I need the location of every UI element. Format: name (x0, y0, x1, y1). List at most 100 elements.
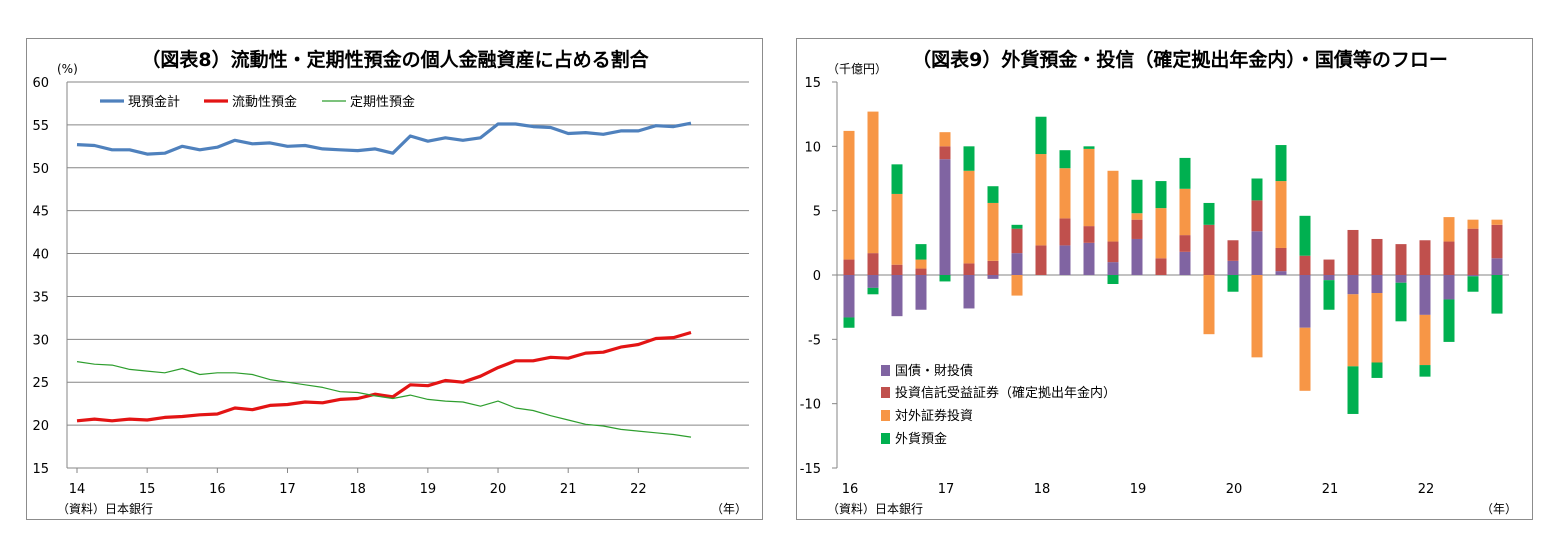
x-tick-label: 21 (560, 482, 577, 497)
bar-segment-3 (963, 170, 975, 264)
y-tick-label: 20 (32, 419, 49, 434)
bar-segment-2 (1371, 238, 1383, 275)
chart-title: （図表8）流動性・定期性預金の個人金融資産に占める割合 (141, 48, 649, 71)
bar-segment-4 (1011, 224, 1023, 229)
bar-segment-4 (1299, 215, 1311, 256)
bar-segment-4 (963, 146, 975, 171)
bar-segment-3 (915, 259, 927, 269)
bar-segment-2 (1059, 218, 1071, 246)
bar-segment-1 (1011, 253, 1023, 275)
bar-segment-1 (1251, 231, 1263, 275)
bar-segment-3 (1203, 275, 1215, 335)
y-axis-unit: (%) (57, 62, 78, 76)
x-tick-label: 17 (938, 482, 955, 497)
bar-segment-1 (1083, 242, 1095, 275)
bar-segment-1 (1275, 271, 1287, 275)
bar-segment-4 (1251, 178, 1263, 201)
y-tick-label: 30 (32, 333, 49, 348)
bar-segment-2 (1227, 240, 1239, 261)
y-tick-label: 25 (32, 376, 49, 391)
bar-segment-2 (891, 264, 903, 275)
series-line-1 (76, 121, 692, 156)
bar-segment-1 (939, 159, 951, 275)
legend-label: 国債・財投債 (895, 363, 973, 379)
legend-swatch (881, 365, 890, 376)
bar-segment-2 (1275, 247, 1287, 272)
bar-segment-2 (1419, 240, 1431, 275)
y-tick-label: 55 (32, 119, 49, 134)
legend-label: 対外証券投資 (895, 408, 973, 424)
x-tick-label: 22 (1418, 482, 1435, 497)
bar-segment-2 (1083, 226, 1095, 243)
bar-segment-4 (987, 186, 999, 203)
bar-segment-2 (987, 260, 999, 275)
x-tick-label: 16 (209, 482, 226, 497)
bar-segment-3 (1131, 213, 1143, 220)
bar-segment-2 (1467, 228, 1479, 275)
y-tick-label: -5 (808, 333, 821, 348)
bar-segment-1 (1131, 238, 1143, 275)
bar-segment-1 (1059, 245, 1071, 275)
x-tick-label: 20 (1226, 482, 1243, 497)
bar-segment-3 (867, 111, 879, 254)
x-tick-label: 19 (420, 482, 437, 497)
y-tick-label: 0 (813, 269, 821, 284)
bar-segment-3 (1251, 275, 1263, 358)
y-tick-label: -15 (800, 462, 821, 477)
bar-segment-4 (1227, 275, 1239, 292)
bar-segment-1 (1419, 275, 1431, 315)
bar-segment-4 (1395, 282, 1407, 322)
bar-segment-3 (1155, 208, 1167, 259)
bar-segment-1 (1467, 275, 1479, 277)
bar-segment-3 (1443, 217, 1455, 242)
x-tick-label: 15 (139, 482, 156, 497)
legend-label: 定期性預金 (350, 94, 415, 110)
bar-segment-4 (915, 244, 927, 260)
bar-segment-2 (1107, 241, 1119, 263)
bar-segment-2 (939, 146, 951, 160)
bar-segment-4 (1371, 362, 1383, 378)
x-tick-label: 22 (630, 482, 647, 497)
bar-segment-3 (1491, 219, 1503, 225)
x-tick-label: 20 (490, 482, 507, 497)
legend-label: 流動性預金 (232, 94, 297, 110)
bar-segment-2 (1035, 245, 1047, 275)
source-note: （資料）日本銀行 (827, 502, 923, 516)
source-note: （資料）日本銀行 (57, 502, 153, 516)
bar-segment-1 (1179, 251, 1191, 275)
bar-segment-4 (1059, 150, 1071, 169)
chart-panel-left: （図表8）流動性・定期性預金の個人金融資産に占める割合 (%) 60 55 50 45 40… (26, 38, 763, 520)
bar-segment-2 (1011, 228, 1023, 254)
bar-segment-4 (1131, 179, 1143, 214)
bar-segment-2 (1251, 200, 1263, 232)
bar-segment-3 (891, 193, 903, 265)
legend-swatch (881, 410, 890, 421)
bar-segment-4 (1203, 202, 1215, 225)
bar-segment-2 (1203, 224, 1215, 275)
bar-segment-4 (891, 164, 903, 194)
bar-segment-2 (1299, 255, 1311, 275)
bar-segment-3 (1107, 170, 1119, 242)
chart-panel-right: （図表9）外貨預金・投信（確定拠出年金内）・国債等のフロー （千億円） 15 10 5 0… (796, 38, 1533, 520)
bar-segment-4 (1083, 146, 1095, 149)
bar-segment-1 (1443, 275, 1455, 300)
bar-segment-4 (867, 287, 879, 295)
y-tick-label: 35 (32, 290, 49, 305)
bar-segment-1 (1323, 275, 1335, 281)
line-chart: （図表8）流動性・定期性預金の個人金融資産に占める割合 (%) 60 55 50 45 40… (32, 48, 749, 516)
x-tick-label: 21 (1322, 482, 1339, 497)
bar-segment-3 (1059, 168, 1071, 219)
bar-segment-2 (915, 268, 927, 275)
bar-segment-1 (1491, 258, 1503, 275)
series-line-3 (76, 361, 692, 438)
legend-swatch (881, 433, 890, 444)
bar-segment-4 (1419, 365, 1431, 377)
bar-segment-4 (843, 317, 855, 328)
x-axis-unit: （年） (711, 502, 747, 516)
x-tick-label: 18 (349, 482, 366, 497)
bar-segment-1 (987, 275, 999, 279)
legend-label: 現預金計 (128, 94, 180, 110)
legend-label: 外貨預金 (895, 431, 947, 447)
x-axis-unit: （年） (1481, 502, 1517, 516)
bar-segment-3 (1275, 181, 1287, 248)
